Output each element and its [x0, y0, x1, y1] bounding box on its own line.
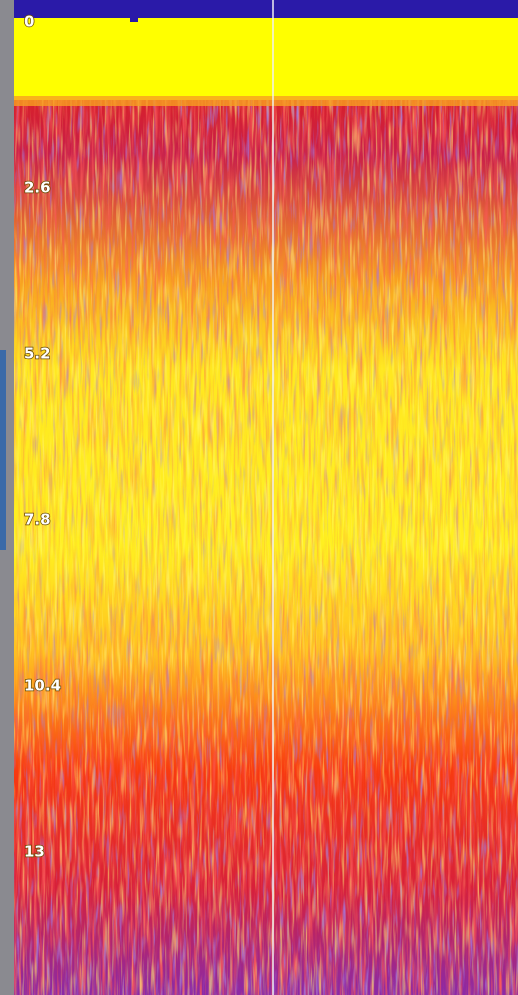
top-marker — [130, 6, 138, 22]
depth-scale: 0 2.6 5.2 7.8 10.4 13 — [23, 12, 62, 862]
depth-label: 7.8 — [24, 511, 51, 529]
echo-blue-streaks — [14, 100, 518, 995]
surface-band — [14, 18, 518, 100]
left-edge — [0, 0, 14, 995]
surface-edge — [14, 96, 518, 106]
top-bar — [14, 0, 518, 18]
depth-label: 5.2 — [24, 345, 51, 363]
depth-label: 0 — [24, 13, 34, 31]
depth-label: 2.6 — [24, 179, 51, 197]
left-edge-accent — [0, 350, 6, 550]
depth-label: 13 — [24, 843, 45, 861]
depth-label: 10.4 — [24, 677, 61, 695]
